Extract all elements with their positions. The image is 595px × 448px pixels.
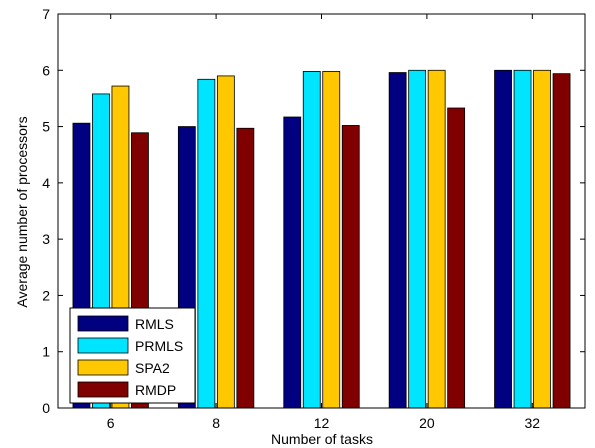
bar-spa2-8 <box>216 75 235 409</box>
legend-swatch-prmls <box>77 337 129 354</box>
x-tick-label: 8 <box>212 415 220 431</box>
y-tick-label: 1 <box>42 344 50 360</box>
legend: RMLS PRMLS SPA2 RMDP <box>69 307 196 404</box>
x-tick-label: 32 <box>525 415 541 431</box>
y-axis-ticks: 0 1 2 3 4 5 6 7 <box>42 6 585 416</box>
y-tick-label: 4 <box>42 175 50 191</box>
x-axis-label: Number of tasks <box>271 431 373 447</box>
legend-label-spa2: SPA2 <box>135 360 170 376</box>
y-tick-label: 2 <box>42 287 50 303</box>
legend-label-rmdp: RMDP <box>135 382 176 398</box>
x-tick-label: 12 <box>314 415 330 431</box>
bar-spa2-20 <box>427 69 446 409</box>
y-tick-label: 6 <box>42 62 50 78</box>
legend-label-prmls: PRMLS <box>135 338 183 354</box>
legend-swatch-spa2 <box>77 359 129 376</box>
bar-rmdp-32 <box>552 73 571 409</box>
bar-spa2-32 <box>533 69 551 409</box>
legend-swatch-rmdp <box>77 381 129 398</box>
y-axis-label: Average number of processors <box>14 116 30 307</box>
y-tick-label: 0 <box>42 400 50 416</box>
bar-prmls-32 <box>513 69 532 409</box>
legend-swatch-rmls <box>77 315 129 332</box>
x-axis-ticks: 6 8 12 20 32 <box>107 14 540 431</box>
x-tick-label: 6 <box>107 415 115 431</box>
bar-rmdp-12 <box>341 125 360 409</box>
x-tick-label: 20 <box>419 415 435 431</box>
bar-rmls-12 <box>283 116 302 409</box>
y-tick-label: 3 <box>42 231 50 247</box>
bar-rmdp-8 <box>236 127 255 409</box>
bar-spa2-12 <box>322 71 341 409</box>
bars-layer <box>72 69 571 409</box>
y-tick-label: 5 <box>42 119 50 135</box>
legend-label-rmls: RMLS <box>135 316 174 332</box>
bar-rmdp-20 <box>447 107 466 409</box>
bar-rmls-20 <box>388 72 407 409</box>
bar-rmls-32 <box>494 69 512 409</box>
bar-prmls-20 <box>408 69 427 409</box>
bar-prmls-8 <box>197 78 216 409</box>
y-tick-label: 7 <box>42 6 50 22</box>
bar-prmls-12 <box>302 71 321 409</box>
